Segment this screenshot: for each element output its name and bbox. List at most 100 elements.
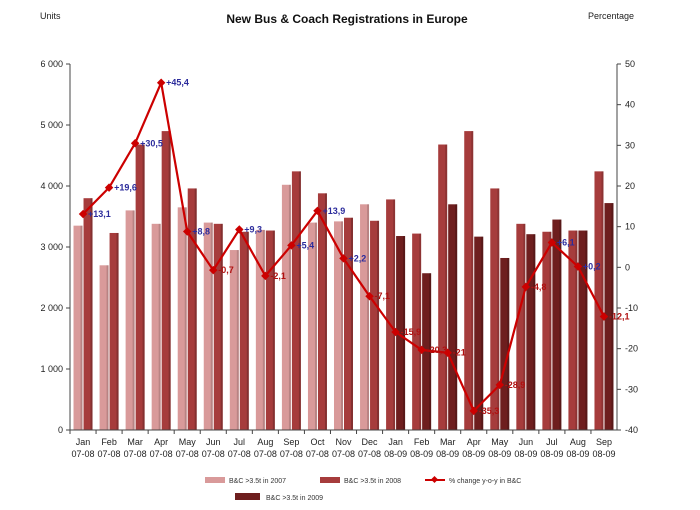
legend-label-2007: B&C >3.5t in 2007 [229, 478, 286, 485]
bar-shade-second-18 [559, 219, 562, 430]
pct-change-label: -4,8 [531, 282, 547, 292]
x-period-label: 07-08 [228, 449, 251, 459]
pct-change-label: +0,2 [583, 262, 601, 272]
chart-title: New Bus & Coach Registrations in Europe [226, 12, 468, 26]
pct-change-point [130, 139, 140, 148]
bar-shade-second-3 [168, 131, 171, 430]
bar-shade-second-7 [272, 230, 275, 430]
x-month-label: Sep [283, 437, 299, 447]
pct-change-label: -20,3 [427, 345, 448, 355]
right-axis-unit-label: Percentage [588, 11, 634, 21]
left-tick-label: 4 000 [40, 181, 63, 191]
x-period-label: 08-09 [592, 449, 615, 459]
bar-shade-second-2 [142, 144, 145, 430]
x-month-label: Dec [362, 437, 379, 447]
left-tick-label: 0 [58, 425, 63, 435]
x-period-label: 07-08 [358, 449, 381, 459]
bar-2007-4 [177, 207, 187, 430]
x-period-label: 07-08 [306, 449, 329, 459]
bar-shade-second-1 [116, 232, 119, 430]
bar-shade-first-9 [314, 222, 317, 430]
x-month-label: Apr [467, 437, 481, 447]
bar-2007-9 [307, 222, 317, 430]
bar-shade-first-12 [393, 199, 396, 430]
pct-change-point [156, 78, 166, 87]
left-tick-label: 2 000 [40, 303, 63, 313]
pct-change-label: +9,3 [244, 225, 262, 235]
right-tick-label: -30 [625, 384, 638, 394]
pct-change-point [443, 348, 452, 357]
x-period-label: 07-08 [98, 449, 121, 459]
bar-2008-6 [239, 231, 249, 430]
pct-change-point [209, 265, 218, 275]
x-month-label: Jul [234, 437, 246, 447]
x-month-label: Apr [154, 437, 168, 447]
bar-shade-first-15 [471, 131, 474, 430]
bar-2008-12 [386, 199, 396, 430]
legend-swatch-2007 [205, 477, 225, 483]
bar-2007-0 [73, 225, 83, 430]
x-month-label: Mar [127, 437, 143, 447]
x-period-label: 07-08 [254, 449, 277, 459]
bar-2009-20 [604, 203, 614, 430]
bar-shade-second-5 [220, 223, 223, 430]
bar-2009-18 [552, 219, 562, 430]
legend-label-pct: % change y-o-y in B&C [449, 478, 521, 485]
right-tick-label: -40 [625, 425, 638, 435]
pct-change-label: +19,6 [114, 183, 137, 193]
bar-2008-13 [412, 233, 422, 430]
bar-shade-first-2 [132, 210, 135, 430]
x-month-label: May [179, 437, 197, 447]
pct-change-label: +8,8 [192, 227, 210, 237]
x-period-label: 07-08 [150, 449, 173, 459]
bar-2008-1 [109, 232, 119, 430]
x-period-label: 08-09 [462, 449, 485, 459]
bar-shade-second-4 [194, 188, 197, 430]
bar-shade-first-1 [106, 265, 109, 430]
bar-shade-first-14 [445, 144, 448, 430]
bar-2009-16 [500, 257, 510, 430]
x-period-label: 08-09 [566, 449, 589, 459]
bar-shade-first-10 [341, 221, 343, 430]
x-month-label: Jan [388, 437, 403, 447]
bar-2008-5 [213, 223, 223, 430]
pct-change-label: +13,1 [88, 209, 111, 219]
bar-shade-first-17 [523, 223, 526, 430]
bar-2009-17 [526, 234, 536, 430]
bar-shade-first-13 [419, 233, 422, 430]
x-month-label: Aug [570, 437, 586, 447]
left-tick-label: 1 000 [40, 364, 63, 374]
bar-2008-14 [438, 144, 448, 430]
pct-change-label: -12,1 [609, 312, 630, 322]
bar-shade-second-10 [351, 217, 353, 430]
bar-shade-second-12 [403, 236, 406, 430]
x-period-label: 08-09 [436, 449, 459, 459]
pct-change-point [391, 327, 400, 337]
right-tick-label: 20 [625, 181, 635, 191]
pct-change-point [495, 380, 505, 390]
pct-change-point [104, 183, 114, 192]
right-axis: -40 -30 -20 -10 0 10 20 30 40 50 [616, 59, 638, 435]
pct-change-label: -21 [453, 348, 466, 358]
x-month-label: Jan [76, 437, 91, 447]
bar-shade-first-18 [549, 231, 552, 430]
bar-2008-19 [568, 230, 578, 430]
bar-shade-second-15 [481, 236, 484, 430]
bar-2008-20 [594, 171, 604, 431]
left-axis: 0 1 000 2 000 3 000 4 000 5 000 6 000 [40, 59, 71, 435]
bar-shade-first-7 [262, 229, 265, 430]
x-month-label: Jun [206, 437, 221, 447]
bar-2008-9 [317, 193, 327, 430]
right-tick-label: 0 [625, 262, 630, 272]
x-month-label: May [491, 437, 509, 447]
pct-change-point [365, 291, 374, 301]
x-month-label: Jul [546, 437, 558, 447]
bar-2008-7 [265, 230, 275, 430]
bar-2008-0 [83, 198, 93, 430]
pct-change-point [521, 282, 531, 292]
pct-change-point [313, 206, 322, 216]
bar-shade-first-3 [158, 223, 161, 430]
x-period-label: 08-09 [488, 449, 511, 459]
bar-2008-8 [291, 171, 301, 431]
x-period-label: 07-08 [124, 449, 147, 459]
